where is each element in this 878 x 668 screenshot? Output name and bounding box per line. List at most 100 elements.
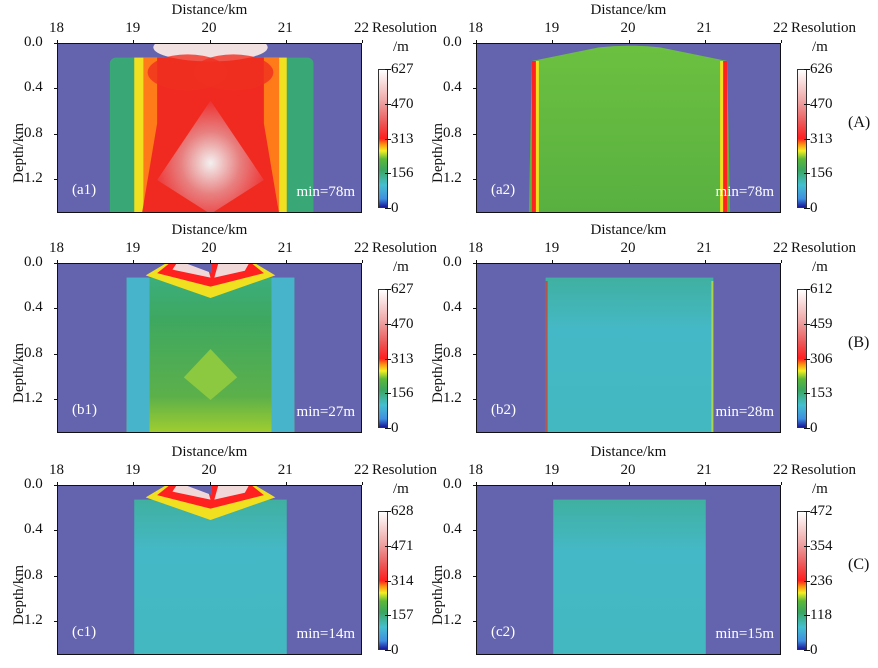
x-axis-title: Distance/km bbox=[171, 222, 248, 238]
x-tick-mark bbox=[476, 40, 477, 43]
x-tick-label: 19 bbox=[544, 20, 560, 36]
colorbar-tick-label: 354 bbox=[810, 537, 833, 554]
colorbar-title: Resolution bbox=[372, 462, 438, 478]
y-axis-title: Depth/km bbox=[430, 343, 446, 403]
x-tick-label: 19 bbox=[125, 20, 141, 36]
heatmap-plot-b1: (b1) min=27m bbox=[57, 263, 362, 433]
y-tick-mark bbox=[54, 621, 57, 622]
colorbar-tick-mark bbox=[804, 138, 810, 140]
colorbar-tick-mark bbox=[385, 358, 391, 360]
y-tick-label: 1.2 bbox=[24, 390, 43, 406]
y-axis-title: Depth/km bbox=[430, 123, 446, 183]
y-axis-title: Depth/km bbox=[430, 565, 446, 625]
x-tick-label: 20 bbox=[201, 240, 217, 256]
heatmap-plot-c2: (c2) min=15m bbox=[476, 485, 781, 655]
colorbar-tick-label: 0 bbox=[391, 642, 399, 658]
min-resolution-annotation: min=27m bbox=[296, 404, 355, 420]
colorbar-tick-label: 626 bbox=[810, 61, 833, 77]
x-axis-title: Distance/km bbox=[171, 444, 248, 460]
y-tick-mark bbox=[473, 485, 476, 486]
colorbar-tick-mark bbox=[385, 545, 391, 547]
min-resolution-annotation: min=15m bbox=[715, 626, 774, 642]
x-tick-mark bbox=[285, 482, 287, 485]
x-tick-label: 18 bbox=[49, 20, 64, 36]
colorbar-tick-mark bbox=[385, 103, 391, 105]
x-tick-mark bbox=[285, 260, 287, 263]
x-tick-mark bbox=[133, 482, 135, 485]
x-tick-mark bbox=[57, 482, 58, 485]
colorbar-tick-mark bbox=[385, 323, 391, 325]
y-tick-label: 0.4 bbox=[443, 79, 462, 96]
x-tick-mark bbox=[552, 260, 554, 263]
colorbar-tick-mark bbox=[385, 615, 391, 617]
panel-label: (c1) bbox=[72, 624, 97, 640]
colorbar-tick-label: 0 bbox=[810, 642, 818, 658]
x-tick-label: 18 bbox=[468, 20, 483, 36]
colorbar-tick-mark bbox=[804, 615, 810, 617]
x-tick-label: 22 bbox=[354, 240, 369, 256]
colorbar-tick-label: 313 bbox=[391, 130, 414, 147]
x-tick-mark bbox=[362, 260, 363, 263]
x-tick-label: 18 bbox=[49, 462, 64, 478]
body-zone bbox=[528, 45, 731, 212]
x-tick-mark bbox=[285, 40, 287, 43]
high-resolution-diamond bbox=[157, 100, 264, 212]
heatmap-plot-a1: (a1) min=78m bbox=[57, 43, 362, 213]
x-tick-mark bbox=[476, 482, 477, 485]
x-tick-mark bbox=[362, 482, 363, 485]
y-tick-label: 0.0 bbox=[443, 476, 462, 492]
x-tick-mark bbox=[209, 482, 211, 485]
heatmap-cells bbox=[528, 45, 731, 212]
x-tick-label: 22 bbox=[354, 462, 369, 478]
colorbar-tick-label: 472 bbox=[810, 503, 833, 519]
min-resolution-annotation: min=78m bbox=[715, 184, 774, 200]
y-tick-mark bbox=[473, 575, 476, 577]
y-tick-label: 1.2 bbox=[443, 612, 462, 628]
colorbar-title: Resolution bbox=[372, 240, 438, 256]
y-tick-label: 0.0 bbox=[24, 34, 43, 50]
x-axis-title: Distance/km bbox=[590, 444, 667, 460]
colorbar-title: Resolution bbox=[791, 20, 857, 36]
y-axis-title: Depth/km bbox=[11, 343, 27, 403]
x-axis-title: Distance/km bbox=[590, 2, 667, 18]
colorbar-tick-label: 459 bbox=[810, 315, 833, 332]
y-tick-mark bbox=[54, 43, 57, 44]
x-tick-mark bbox=[133, 260, 135, 263]
y-tick-mark bbox=[54, 263, 57, 264]
colorbar-unit: /m bbox=[812, 259, 828, 275]
x-axis-title: Distance/km bbox=[171, 2, 248, 18]
x-tick-label: 21 bbox=[696, 20, 712, 36]
colorbar-tick-mark bbox=[385, 138, 391, 140]
y-tick-label: 0.4 bbox=[24, 521, 43, 538]
min-resolution-annotation: min=78m bbox=[296, 184, 355, 200]
colorbar-tick-label: 313 bbox=[391, 350, 414, 367]
colorbar-title: Resolution bbox=[791, 462, 857, 478]
x-tick-label: 20 bbox=[620, 20, 636, 36]
y-tick-label: 0.8 bbox=[24, 566, 43, 583]
y-tick-label: 0.8 bbox=[443, 344, 462, 361]
colorbar-tick-label: 0 bbox=[810, 420, 818, 436]
y-tick-mark bbox=[473, 621, 476, 622]
colorbar-tick-mark bbox=[385, 289, 391, 290]
x-tick-label: 19 bbox=[125, 462, 141, 478]
y-tick-mark bbox=[473, 88, 476, 90]
x-tick-label: 21 bbox=[277, 20, 293, 36]
panel-label: (b1) bbox=[72, 402, 97, 418]
x-tick-mark bbox=[209, 40, 211, 43]
x-tick-mark bbox=[781, 482, 782, 485]
colorbar-tick-mark bbox=[804, 323, 810, 325]
colorbar-tick-mark bbox=[804, 208, 810, 209]
y-tick-label: 0.0 bbox=[24, 254, 43, 270]
y-tick-label: 0.4 bbox=[24, 79, 43, 96]
y-tick-mark bbox=[473, 399, 476, 400]
y-tick-mark bbox=[54, 353, 57, 355]
colorbar-tick-label: 153 bbox=[810, 385, 833, 402]
colorbar-tick-label: 470 bbox=[391, 95, 414, 112]
y-tick-label: 0.4 bbox=[24, 299, 43, 316]
colorbar-tick-label: 157 bbox=[391, 607, 414, 624]
colorbar-tick-label: 313 bbox=[810, 130, 833, 147]
x-tick-label: 20 bbox=[620, 240, 636, 256]
y-tick-label: 0.0 bbox=[24, 476, 43, 492]
y-tick-label: 1.2 bbox=[24, 612, 43, 628]
